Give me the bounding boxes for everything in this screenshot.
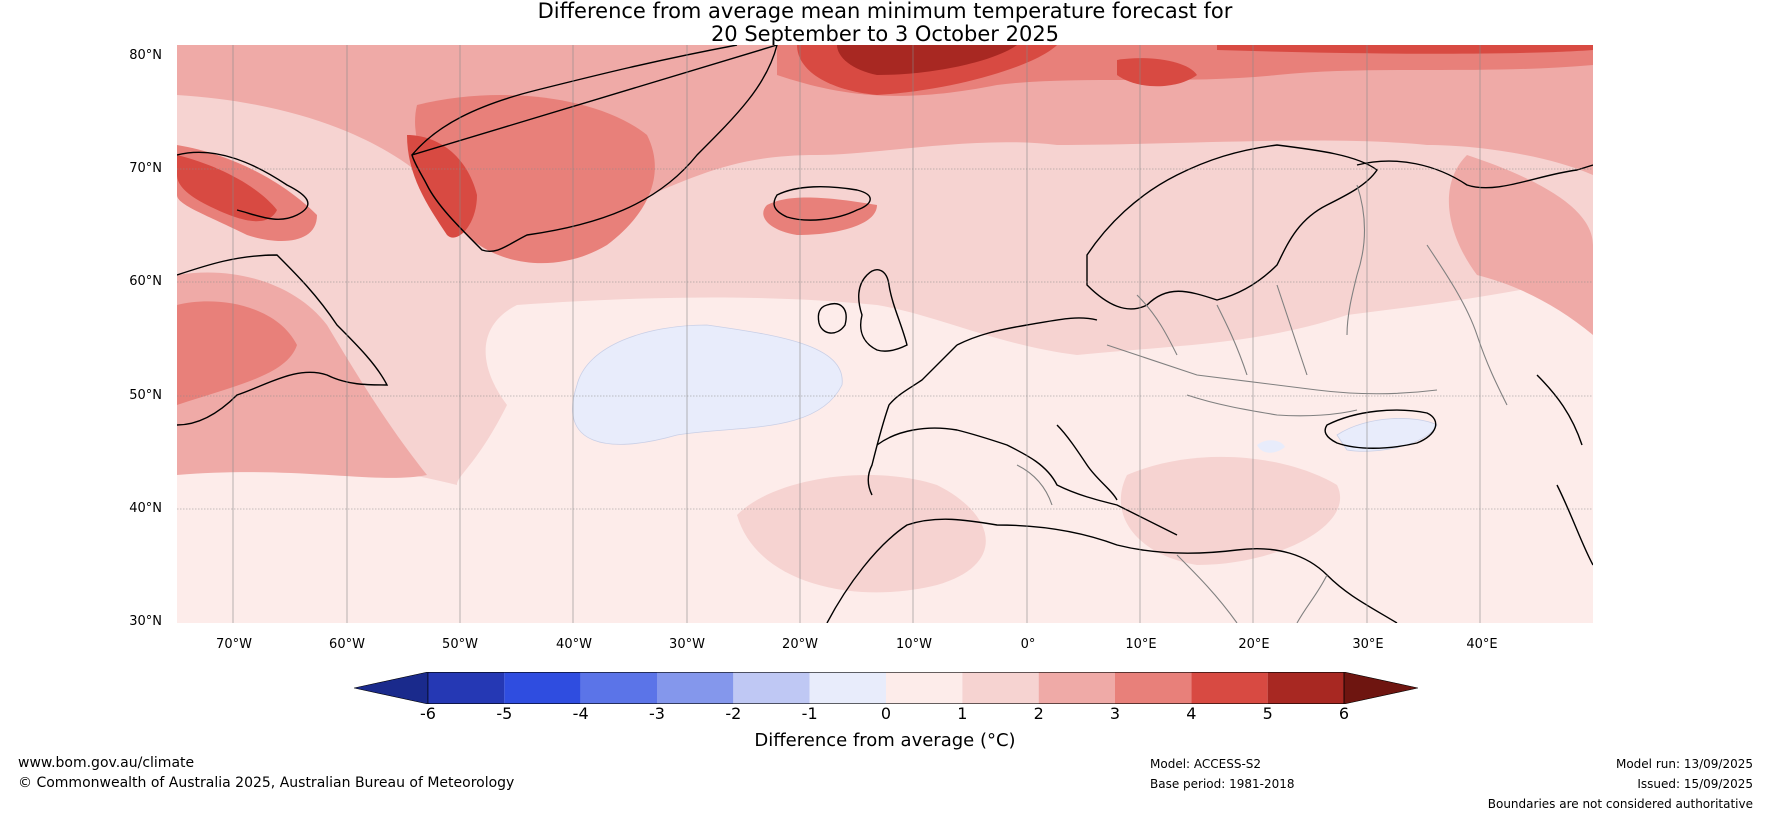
colorbar-bin xyxy=(886,672,963,704)
colorbar-tick-label: -5 xyxy=(496,704,513,723)
footer-base-period: Base period: 1981-2018 xyxy=(1150,777,1295,791)
colorbar-tick-label: 4 xyxy=(1186,704,1197,723)
footer-model-run: Model run: 13/09/2025 xyxy=(1615,757,1753,771)
temperature-anomaly-map xyxy=(177,45,1593,623)
anomaly-band-4-5-arctic-east xyxy=(1217,45,1593,54)
lon-label-70w: 70°W xyxy=(216,637,252,652)
colorbar-tick-label: -6 xyxy=(420,704,436,723)
colorbar-bin xyxy=(1191,672,1268,704)
lat-label-80n: 80°N xyxy=(129,48,162,63)
anomaly-band-below-balkans xyxy=(1257,440,1285,453)
colorbar-extend-low xyxy=(354,672,429,704)
graticule xyxy=(177,168,1593,510)
anomaly-band-2-3-russia xyxy=(1448,155,1593,335)
colorbar-tick-label: 2 xyxy=(1033,704,1044,723)
anomaly-band-below-black-sea xyxy=(1336,418,1438,452)
colorbar-bin xyxy=(1038,672,1115,704)
colorbar-bin xyxy=(809,672,886,704)
colorbar-tick-label: -1 xyxy=(801,704,818,723)
lon-label-30w: 30°W xyxy=(669,637,705,652)
colorbar-tick-label: 3 xyxy=(1109,704,1121,723)
colorbar-extend-high xyxy=(1343,672,1418,704)
anomaly-band-4-5-baffin xyxy=(177,155,277,222)
lon-label-0: 0° xyxy=(1020,637,1036,652)
map-canvas xyxy=(177,45,1593,623)
colorbar-tick-label: 6 xyxy=(1338,704,1350,723)
colorbar-bin xyxy=(1267,672,1344,704)
lat-label-60n: 60°N xyxy=(129,274,162,289)
anomaly-band-4-5-franz-josef xyxy=(1117,58,1197,87)
colorbar xyxy=(354,672,1418,704)
lat-label-70n: 70°N xyxy=(129,161,162,176)
anomaly-band-below-atlantic xyxy=(572,324,843,445)
lat-label-30n: 30°N xyxy=(129,614,162,629)
anomaly-band-4-5-greenland xyxy=(407,135,477,238)
country-borders xyxy=(1016,184,1508,623)
title-line-2: 20 September to 3 October 2025 xyxy=(710,22,1060,46)
coastlines xyxy=(177,45,1593,623)
colorbar-bin xyxy=(1115,672,1192,704)
footer-copyright: © Commonwealth of Australia 2025, Austra… xyxy=(18,775,515,791)
colorbar-tick-label: -3 xyxy=(649,704,665,723)
lon-label-30e: 30°E xyxy=(1352,637,1384,652)
anomaly-band-5-6-arctic xyxy=(837,45,1017,75)
lon-label-50w: 50°W xyxy=(442,637,478,652)
lon-label-20e: 20°E xyxy=(1238,637,1270,652)
colorbar-tick-label: 5 xyxy=(1262,704,1273,723)
colorbar-bin xyxy=(733,672,810,704)
colorbar-label: Difference from average (°C) xyxy=(754,730,1016,751)
anomaly-band-1-2-mediterranean xyxy=(1120,456,1341,565)
anomaly-band-3-4-iceland xyxy=(763,197,877,235)
colorbar-tick-label: -4 xyxy=(572,704,589,723)
footer-website: www.bom.gov.au/climate xyxy=(18,755,195,771)
title-line-1: Difference from average mean minimum tem… xyxy=(537,0,1233,23)
footer-disclaimer: Boundaries are not considered authoritat… xyxy=(1487,797,1753,811)
lat-label-50n: 50°N xyxy=(129,388,162,403)
anomaly-band-3-4-labrador xyxy=(177,301,297,405)
lon-label-60w: 60°W xyxy=(329,637,365,652)
colorbar-tick-label: 0 xyxy=(880,704,892,723)
colorbar-tick-label: 1 xyxy=(957,704,968,723)
lon-label-40w: 40°W xyxy=(556,637,592,652)
footer-model: Model: ACCESS-S2 xyxy=(1150,757,1262,771)
colorbar-bin xyxy=(580,672,657,704)
colorbar-bin xyxy=(428,672,505,704)
colorbar-bin xyxy=(962,672,1039,704)
lon-label-20w: 20°W xyxy=(782,637,818,652)
lat-label-40n: 40°N xyxy=(129,501,162,516)
lon-label-10w: 10°W xyxy=(896,637,932,652)
colorbar-bin xyxy=(504,672,581,704)
lon-label-10e: 10°E xyxy=(1125,637,1157,652)
colorbar-bin xyxy=(657,672,734,704)
anomaly-band-1-2-atlantic-south xyxy=(737,475,986,593)
meridians xyxy=(232,45,1481,623)
colorbar-tick-label: -2 xyxy=(725,704,742,723)
map-title: Difference from average mean minimum tem… xyxy=(0,0,1770,46)
lon-label-40e: 40°E xyxy=(1466,637,1498,652)
colorbar-frame xyxy=(427,672,1345,704)
footer-issued: Issued: 15/09/2025 xyxy=(1637,777,1753,791)
